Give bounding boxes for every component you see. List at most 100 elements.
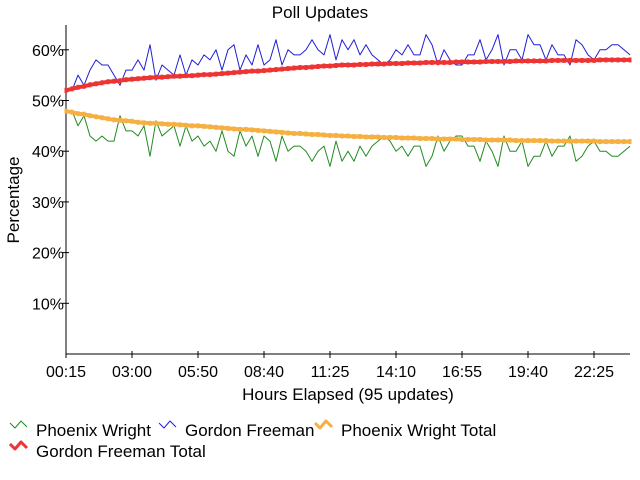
data-point-gordon-freeman-total [586,57,590,63]
x-tick-label: 03:00 [112,364,152,381]
data-point-gordon-freeman-total [208,72,212,78]
data-point-phoenix-wright-total [508,137,512,143]
data-point-phoenix-wright-total [166,121,170,127]
data-point-phoenix-wright-total [550,138,554,144]
data-point-phoenix-wright-total [412,135,416,141]
data-point-phoenix-wright-total [532,138,536,144]
data-point-gordon-freeman-total [418,60,422,66]
legend-label-gordon-freeman: Gordon Freeman [185,421,314,440]
x-tick-label: 00:15 [46,364,86,381]
data-point-gordon-freeman-total [442,59,446,65]
data-point-phoenix-wright-total [358,133,362,139]
data-point-phoenix-wright-total [118,117,122,123]
data-point-gordon-freeman-total [184,73,188,79]
chart-title: Poll Updates [272,3,368,22]
data-point-phoenix-wright-total [592,138,596,144]
data-point-phoenix-wright-total [280,129,284,135]
data-point-gordon-freeman-total [88,82,92,88]
data-point-gordon-freeman-total [532,58,536,64]
data-point-gordon-freeman-total [352,62,356,68]
data-point-phoenix-wright-total [208,124,212,130]
data-point-gordon-freeman-total [82,83,86,89]
data-point-phoenix-wright-total [394,135,398,141]
data-point-phoenix-wright-total [322,132,326,138]
x-tick-label: 08:40 [244,364,284,381]
data-point-gordon-freeman-total [304,65,308,71]
data-point-gordon-freeman-total [460,59,464,65]
data-point-phoenix-wright-total [94,114,98,120]
data-point-phoenix-wright-total [454,136,458,142]
data-point-phoenix-wright-total [220,125,224,131]
data-point-phoenix-wright-total [526,138,530,144]
data-point-phoenix-wright-total [244,126,248,132]
data-point-gordon-freeman-total [628,57,632,63]
data-point-phoenix-wright-total [274,129,278,135]
data-point-phoenix-wright-total [184,122,188,128]
data-point-gordon-freeman-total [622,57,626,63]
data-point-gordon-freeman-total [430,59,434,65]
data-point-phoenix-wright-total [604,139,608,145]
data-point-gordon-freeman-total [388,60,392,66]
y-tick-label: 10% [32,296,64,313]
data-point-phoenix-wright-total [430,136,434,142]
data-point-phoenix-wright-total [472,137,476,143]
data-point-gordon-freeman-total [454,59,458,65]
data-point-phoenix-wright-total [268,128,272,134]
data-point-phoenix-wright-total [574,138,578,144]
data-point-phoenix-wright-total [202,123,206,129]
data-point-gordon-freeman-total [466,59,470,65]
data-point-gordon-freeman-total [508,58,512,64]
data-point-gordon-freeman-total [544,58,548,64]
data-point-gordon-freeman-total [556,57,560,63]
data-point-phoenix-wright-total [328,132,332,138]
data-point-gordon-freeman-total [412,60,416,66]
data-point-phoenix-wright-total [142,120,146,126]
y-tick-label: 40% [32,144,64,161]
data-point-gordon-freeman-total [496,58,500,64]
data-point-gordon-freeman-total [166,74,170,80]
data-point-gordon-freeman-total [580,57,584,63]
x-tick-label: 05:50 [178,364,218,381]
data-point-phoenix-wright-total [436,136,440,142]
data-point-phoenix-wright-total [484,137,488,143]
data-point-phoenix-wright-total [136,119,140,125]
data-point-gordon-freeman-total [604,57,608,63]
data-point-phoenix-wright-total [238,126,242,132]
data-point-phoenix-wright-total [88,113,92,119]
y-axis-label: Percentage [4,157,23,244]
data-point-phoenix-wright-total [370,134,374,140]
data-point-gordon-freeman-total [370,61,374,67]
legend-label-gordon-freeman-total: Gordon Freeman Total [36,442,206,461]
data-point-gordon-freeman-total [316,64,320,70]
data-point-phoenix-wright-total [562,138,566,144]
data-point-gordon-freeman-total [514,58,518,64]
data-point-phoenix-wright-total [460,137,464,143]
data-point-phoenix-wright-total [262,128,266,134]
data-point-gordon-freeman-total [238,69,242,75]
data-point-phoenix-wright-total [214,124,218,130]
data-point-gordon-freeman-total [472,59,476,65]
data-point-phoenix-wright-total [544,138,548,144]
data-point-gordon-freeman-total [160,74,164,80]
data-point-gordon-freeman-total [502,58,506,64]
data-point-phoenix-wright-total [292,130,296,136]
y-tick-label: 30% [32,195,64,212]
data-point-phoenix-wright-total [334,132,338,138]
data-point-gordon-freeman-total [202,72,206,78]
data-point-gordon-freeman-total [196,72,200,78]
data-point-gordon-freeman-total [64,87,68,93]
data-point-phoenix-wright-total [256,127,260,133]
data-point-gordon-freeman-total [526,58,530,64]
data-point-gordon-freeman-total [364,62,368,68]
data-point-gordon-freeman-total [256,68,260,74]
data-point-gordon-freeman-total [400,60,404,66]
data-point-phoenix-wright-total [376,134,380,140]
data-point-phoenix-wright-total [340,133,344,139]
data-point-gordon-freeman-total [490,58,494,64]
data-point-gordon-freeman-total [376,61,380,67]
data-point-phoenix-wright-total [124,118,128,124]
data-point-phoenix-wright-total [304,131,308,137]
data-point-phoenix-wright-total [106,116,110,122]
data-point-gordon-freeman-total [136,76,140,82]
data-point-gordon-freeman-total [154,74,158,80]
